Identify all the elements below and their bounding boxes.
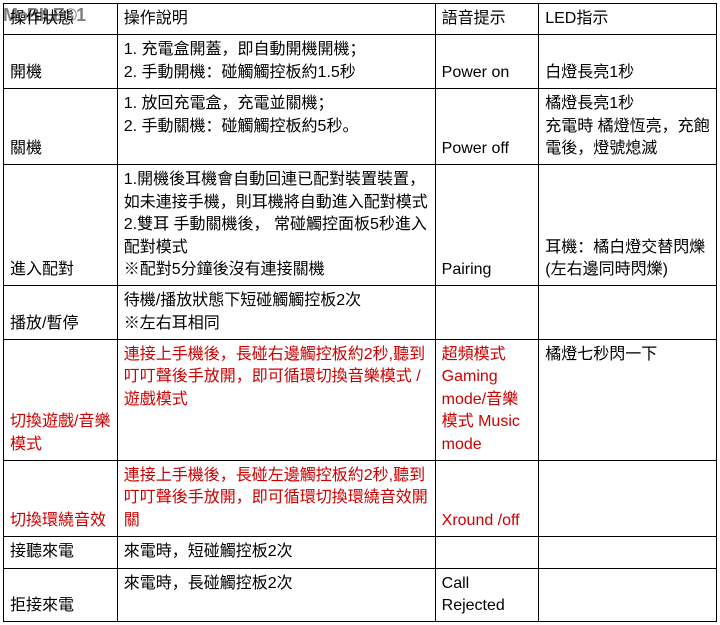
cell-desc: 連接上手機後，長碰左邊觸控板約2秒,聽到叮叮聲後手放開，即可循環切換環繞音效開關 bbox=[117, 461, 435, 537]
cell-desc: 1. 放回充電盒，充電並關機；2. 手動關機：碰觸觸控板約5秒。 bbox=[117, 89, 435, 165]
cell-voice bbox=[435, 286, 539, 340]
table-row: 開機1. 充電盒開蓋，即自動開機開機；2. 手動開機：碰觸觸控板約1.5秒Pow… bbox=[4, 35, 717, 89]
cell-voice: Power on bbox=[435, 35, 539, 89]
table-row: 切換遊戲/音樂模式連接上手機後，長碰右邊觸控板約2秒,聽到叮叮聲後手放開，即可循… bbox=[4, 340, 717, 461]
header-voice: 語音提示 bbox=[435, 4, 539, 35]
cell-desc: 1.開機後耳機會自動回連已配對裝置裝置，如未連接手機，則耳機將自動進入配對模式2… bbox=[117, 165, 435, 286]
cell-led: 耳機：橘白燈交替閃爍(左右邊同時閃爍) bbox=[539, 165, 717, 286]
cell-state: 切換環繞音效 bbox=[4, 461, 118, 537]
cell-led bbox=[539, 537, 717, 568]
cell-desc: 來電時，短碰觸控板2次 bbox=[117, 537, 435, 568]
cell-voice bbox=[435, 537, 539, 568]
table-row: 進入配對1.開機後耳機會自動回連已配對裝置裝置，如未連接手機，則耳機將自動進入配… bbox=[4, 165, 717, 286]
cell-state: 切換遊戲/音樂模式 bbox=[4, 340, 118, 461]
table-body: 開機1. 充電盒開蓋，即自動開機開機；2. 手動開機：碰觸觸控板約1.5秒Pow… bbox=[4, 35, 717, 622]
cell-state: 接聽來電 bbox=[4, 537, 118, 568]
table-row: 切換環繞音效連接上手機後，長碰左邊觸控板約2秒,聽到叮叮聲後手放開，即可循環切換… bbox=[4, 461, 717, 537]
cell-state: 開機 bbox=[4, 35, 118, 89]
table-row: 關機1. 放回充電盒，充電並關機；2. 手動關機：碰觸觸控板約5秒。Power … bbox=[4, 89, 717, 165]
cell-voice: Xround /off bbox=[435, 461, 539, 537]
cell-state: 關機 bbox=[4, 89, 118, 165]
cell-led: 橘燈七秒閃一下 bbox=[539, 340, 717, 461]
cell-desc: 連接上手機後，長碰右邊觸控板約2秒,聽到叮叮聲後手放開，即可循環切換音樂模式 /… bbox=[117, 340, 435, 461]
header-state: 操作狀態 bbox=[4, 4, 118, 35]
cell-voice: 超頻模式Gaming mode/音樂模式 Music mode bbox=[435, 340, 539, 461]
cell-state: 進入配對 bbox=[4, 165, 118, 286]
table-row: 播放/暫停待機/播放狀態下短碰觸觸控板2次※左右耳相同 bbox=[4, 286, 717, 340]
operations-table: 操作狀態 操作說明 語音提示 LED指示 開機1. 充電盒開蓋，即自動開機開機；… bbox=[3, 3, 717, 622]
table-row: 接聽來電來電時，短碰觸控板2次 bbox=[4, 537, 717, 568]
cell-led: 白燈長亮1秒 bbox=[539, 35, 717, 89]
header-led: LED指示 bbox=[539, 4, 717, 35]
cell-voice: Power off bbox=[435, 89, 539, 165]
cell-state: 播放/暫停 bbox=[4, 286, 118, 340]
cell-led bbox=[539, 461, 717, 537]
table-header-row: 操作狀態 操作說明 語音提示 LED指示 bbox=[4, 4, 717, 35]
cell-desc: 待機/播放狀態下短碰觸觸控板2次※左右耳相同 bbox=[117, 286, 435, 340]
cell-led: 橘燈長亮1秒充電時 橘燈恆亮，充飽電後，燈號熄滅 bbox=[539, 89, 717, 165]
cell-desc: 1. 充電盒開蓋，即自動開機開機；2. 手動開機：碰觸觸控板約1.5秒 bbox=[117, 35, 435, 89]
header-desc: 操作說明 bbox=[117, 4, 435, 35]
cell-led bbox=[539, 286, 717, 340]
cell-voice: Pairing bbox=[435, 165, 539, 286]
